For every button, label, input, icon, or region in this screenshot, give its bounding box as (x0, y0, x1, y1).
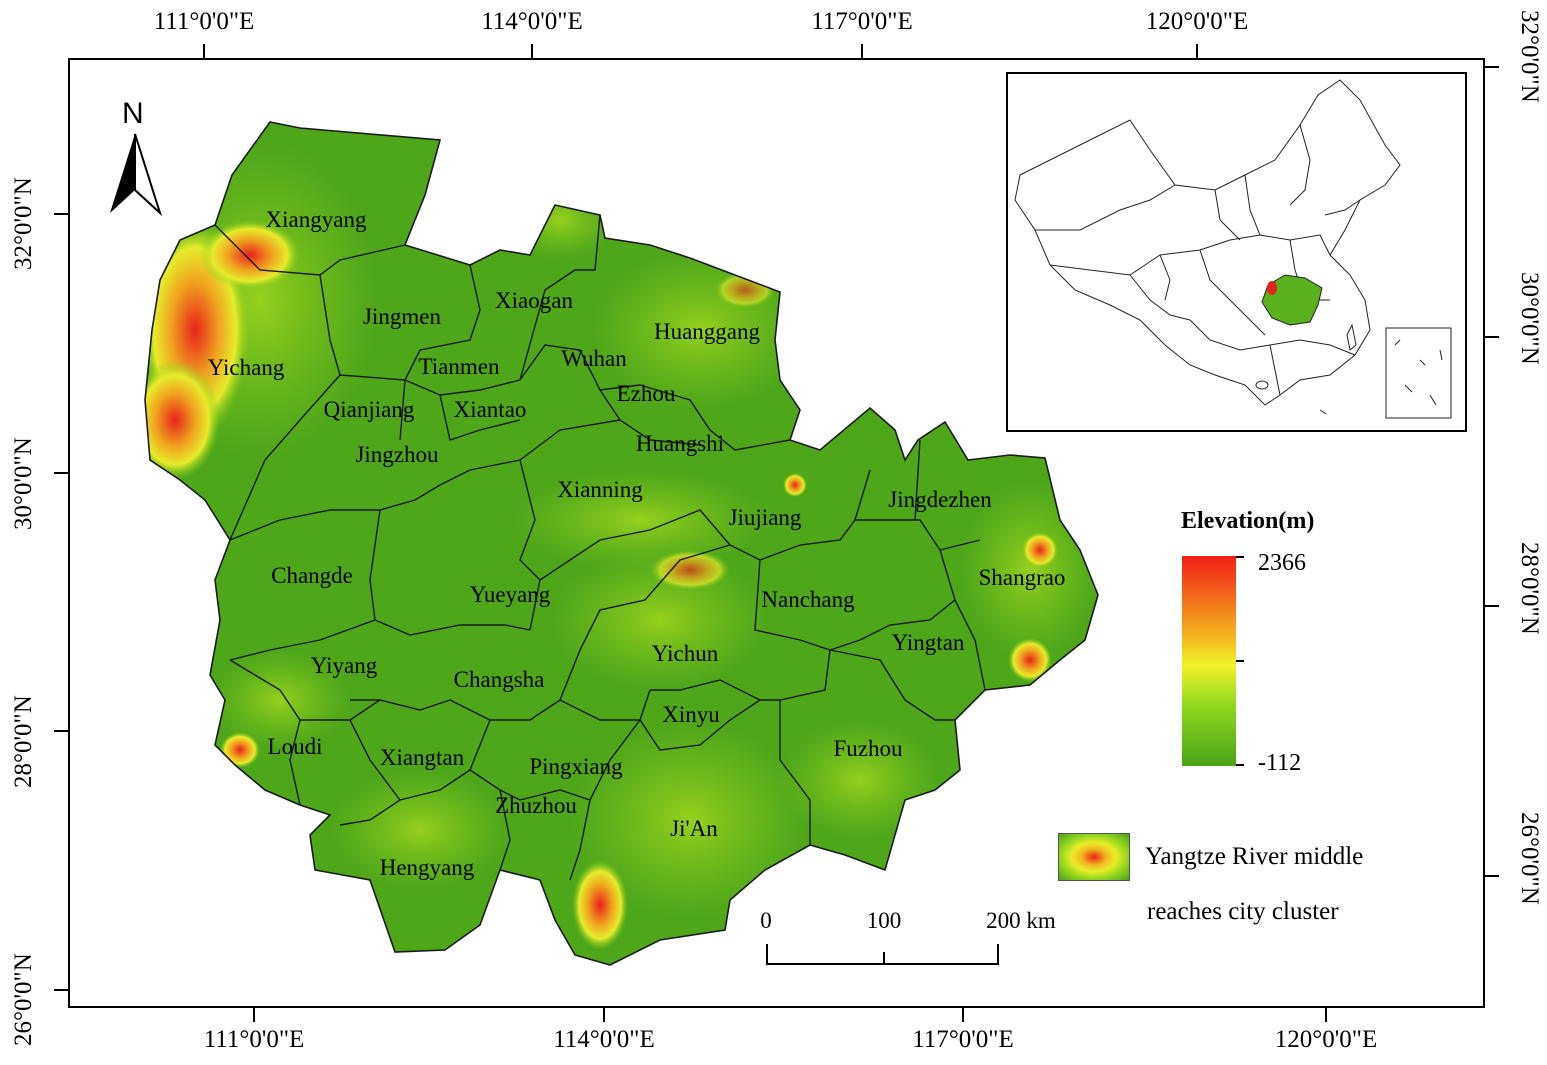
city-label: Yichun (651, 641, 719, 666)
study-area-swatch (1058, 833, 1130, 881)
city-label: Jiujiang (728, 505, 802, 530)
legend-title: Elevation(m) (1181, 508, 1315, 534)
tick (861, 44, 863, 58)
city-label: Yueyang (469, 582, 551, 607)
tick (54, 472, 68, 474)
city-label: Tianmen (418, 354, 500, 379)
scale-label: 100 (866, 908, 902, 933)
city-label: Xiangtan (379, 745, 465, 770)
city-label: Huanggang (653, 319, 761, 344)
tick (54, 730, 68, 732)
city-label: Wuhan (561, 346, 627, 371)
tick (1196, 44, 1198, 58)
tick (1485, 336, 1499, 338)
city-label: Xiantao (453, 397, 527, 422)
city-label: Xinyu (662, 702, 720, 727)
legend-max: 2366 (1258, 550, 1306, 576)
tick (1485, 605, 1499, 607)
bottom-lon-label: 120°0'0"E (1274, 1026, 1378, 1053)
scale-label: 200 km (986, 908, 1056, 933)
tick (603, 1008, 605, 1022)
legend-min: -112 (1258, 750, 1302, 776)
city-label: Jingmen (363, 304, 441, 329)
north-label: N (122, 97, 144, 130)
top-lon-label: 111°0'0"E (153, 8, 255, 35)
tick (1236, 660, 1244, 662)
city-boundaries (214, 214, 986, 881)
city-label: Jingdezhen (888, 487, 992, 512)
tick (1236, 556, 1244, 558)
city-label: Xiangyang (265, 207, 367, 232)
city-label: Ezhou (616, 381, 676, 406)
city-label: Yichang (207, 355, 285, 380)
legend-area-label: reaches city cluster (1147, 898, 1339, 925)
bottom-lon-label: 117°0'0"E (912, 1026, 1014, 1053)
city-label: Xiaogan (495, 288, 573, 313)
tick (531, 44, 533, 58)
city-label: Changsha (453, 667, 545, 692)
city-label: Ji'An (670, 816, 718, 841)
city-label: Jingzhou (355, 442, 439, 467)
city-label: Xianning (557, 477, 643, 502)
city-label: Huangshi (635, 431, 725, 456)
city-label: Shangrao (978, 565, 1066, 590)
city-label: Zhuzhou (495, 793, 577, 818)
tick (253, 1008, 255, 1022)
tick (1236, 764, 1244, 766)
elevation-color-ramp (1182, 556, 1236, 766)
tick (1325, 1008, 1327, 1022)
city-label: Fuzhou (833, 736, 903, 761)
tick (203, 44, 205, 58)
map-frame (68, 58, 1485, 1008)
top-lon-label: 114°0'0"E (481, 8, 583, 35)
city-label: Yingtan (891, 630, 965, 655)
tick (1485, 66, 1499, 68)
tick (962, 1008, 964, 1022)
bottom-lon-label: 114°0'0"E (553, 1026, 655, 1053)
top-lon-label: 117°0'0"E (811, 8, 913, 35)
city-label: Pingxiang (529, 754, 623, 779)
legend-area-label: Yangtze River middle (1145, 843, 1364, 870)
city-label: Nanchang (761, 587, 855, 612)
tick (54, 989, 68, 991)
city-label: Changde (271, 563, 353, 588)
tick (54, 213, 68, 215)
scale-label: 0 (760, 908, 772, 933)
tick (1485, 875, 1499, 877)
city-label: Loudi (267, 734, 323, 759)
city-label: Yiyang (310, 653, 378, 678)
bottom-lon-label: 111°0'0"E (203, 1026, 305, 1053)
top-lon-label: 120°0'0"E (1145, 8, 1249, 35)
city-label: Hengyang (379, 855, 475, 880)
city-label: Qianjiang (323, 397, 415, 422)
